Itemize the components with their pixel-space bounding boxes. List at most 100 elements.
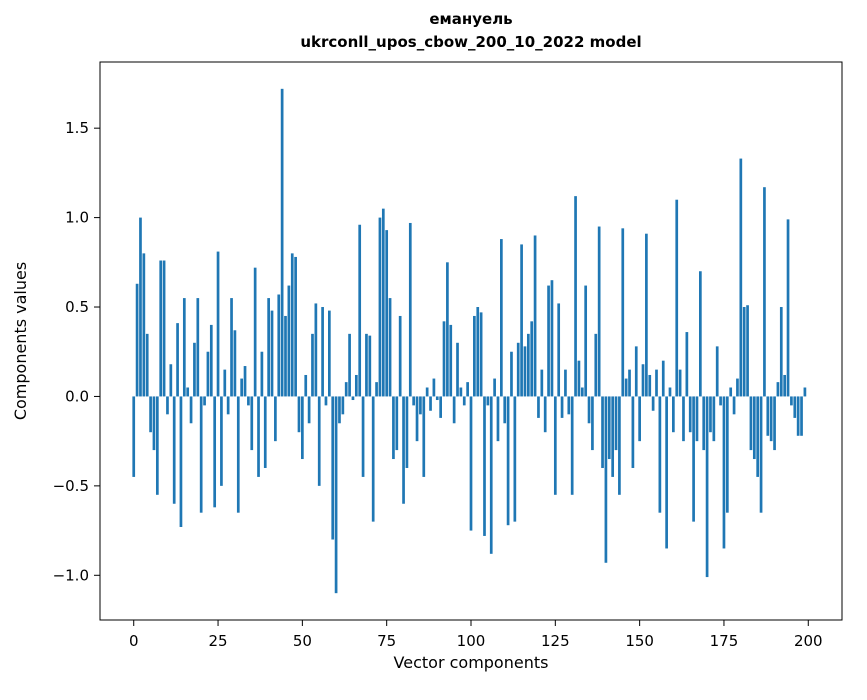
bar <box>179 396 183 527</box>
bar <box>618 396 621 495</box>
bar <box>786 219 790 397</box>
bar <box>567 396 571 415</box>
bar <box>209 324 213 397</box>
bar <box>577 360 581 397</box>
bar <box>553 396 557 495</box>
bar <box>513 396 517 522</box>
x-tick-label: 125 <box>541 632 570 650</box>
bar <box>176 323 179 397</box>
bar <box>540 369 544 397</box>
bar <box>277 294 281 397</box>
bar <box>580 387 584 397</box>
y-tick-label: 1.0 <box>65 209 89 227</box>
bar <box>624 378 628 397</box>
bar <box>419 396 422 415</box>
bar <box>297 396 301 433</box>
bar <box>695 396 699 442</box>
bar <box>769 396 773 442</box>
bar <box>267 298 270 397</box>
bar <box>725 396 729 513</box>
bar <box>243 366 247 397</box>
bar <box>294 256 297 397</box>
bar <box>435 396 439 401</box>
bar <box>284 315 287 397</box>
bar <box>466 382 469 397</box>
bar <box>432 378 436 397</box>
bar <box>476 307 480 397</box>
bar <box>560 396 564 418</box>
bar <box>226 396 230 415</box>
chart-title-line1: емануель <box>429 10 512 28</box>
bar <box>510 351 513 397</box>
bar <box>648 374 652 397</box>
bar <box>628 369 631 397</box>
bar <box>661 360 665 397</box>
bar <box>166 396 169 415</box>
bar <box>361 396 365 477</box>
bar <box>503 396 507 424</box>
bar <box>594 333 598 397</box>
bar <box>155 396 159 495</box>
bar <box>274 396 277 442</box>
bar <box>162 260 166 397</box>
bar <box>206 351 210 397</box>
bar <box>199 396 203 513</box>
bar <box>385 230 389 397</box>
bar <box>311 333 314 397</box>
bar <box>365 333 368 397</box>
bar <box>149 396 152 433</box>
bar <box>715 346 719 397</box>
bar <box>240 378 244 397</box>
bar <box>543 396 547 433</box>
bar <box>584 285 588 397</box>
bar <box>614 396 618 451</box>
bar <box>307 396 311 424</box>
bar <box>685 332 689 397</box>
bar <box>688 396 692 433</box>
bar <box>763 187 766 397</box>
bar <box>213 396 217 508</box>
bar <box>270 310 274 397</box>
bar <box>729 387 733 397</box>
bar <box>493 378 496 397</box>
bar <box>520 244 523 397</box>
bar <box>257 396 260 477</box>
bar <box>537 396 540 418</box>
bar <box>483 396 486 536</box>
bar <box>462 396 466 406</box>
bar <box>587 396 591 424</box>
bar <box>796 396 800 436</box>
bar <box>415 396 419 442</box>
bar <box>371 396 375 522</box>
bar <box>196 298 200 397</box>
x-tick-label: 25 <box>208 632 227 650</box>
bar <box>139 217 142 397</box>
bar <box>631 396 635 468</box>
bar <box>601 396 604 468</box>
bar <box>530 321 534 397</box>
bar <box>479 312 483 397</box>
y-tick-label: −1.0 <box>53 566 89 584</box>
bar <box>189 396 193 424</box>
bar <box>132 396 136 477</box>
bar <box>776 382 780 397</box>
bar <box>263 396 267 468</box>
bar <box>459 387 463 397</box>
bar <box>182 298 186 397</box>
bar <box>634 346 638 397</box>
bar <box>719 396 722 406</box>
bar <box>564 369 567 397</box>
bar <box>604 396 608 563</box>
bar <box>658 396 662 513</box>
bar <box>756 396 760 477</box>
bar <box>395 396 399 451</box>
bar <box>236 396 240 513</box>
bar <box>702 396 706 451</box>
bar <box>574 196 577 397</box>
bar <box>354 374 358 397</box>
bar <box>422 396 426 477</box>
bar <box>621 228 625 397</box>
bar <box>473 315 476 397</box>
bar <box>398 315 402 397</box>
